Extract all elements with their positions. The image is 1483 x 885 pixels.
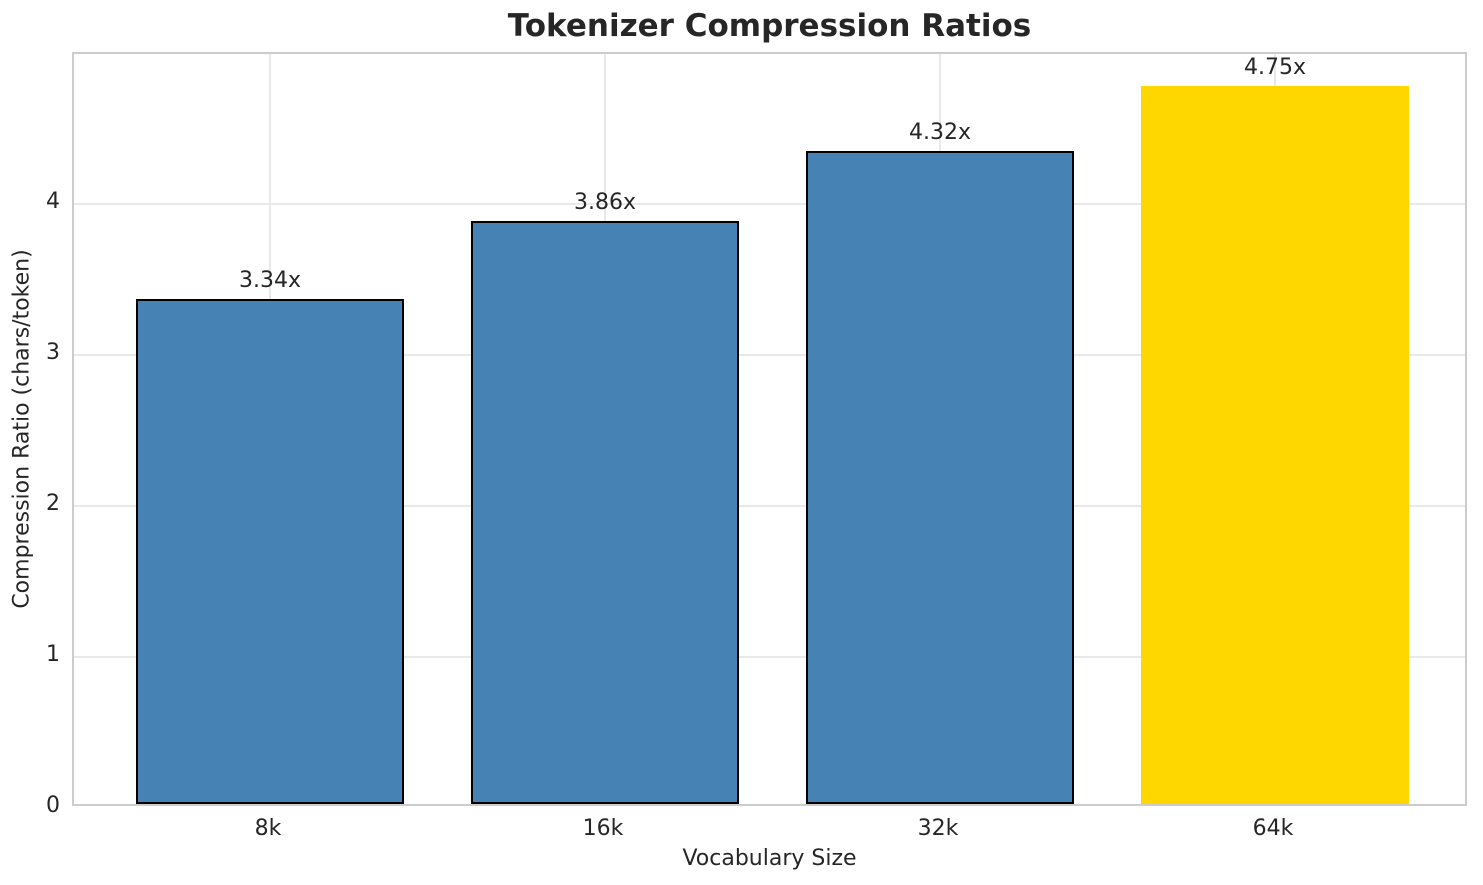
y-tick-label: 4: [46, 188, 60, 214]
bar-value-label: 3.86x: [573, 190, 636, 215]
x-tick-label: 32k: [917, 816, 959, 841]
x-tick-label: 8k: [254, 816, 282, 841]
y-tick-label: 3: [46, 339, 60, 365]
plot-area: 3.34x 3.86x 4.32x 4.75x: [72, 52, 1467, 806]
chart-title: Tokenizer Compression Ratios: [507, 8, 1032, 44]
y-axis-label: Compression Ratio (chars/token): [9, 249, 35, 609]
bar-64k: [1141, 86, 1409, 804]
x-tick-label: 64k: [1252, 816, 1294, 841]
x-tick-label: 16k: [582, 816, 624, 841]
bar-value-label: 3.34x: [238, 268, 301, 293]
y-tick-label: 0: [46, 793, 60, 818]
bar-value-label: 4.32x: [908, 120, 971, 145]
y-tick-label: 1: [46, 641, 60, 667]
y-gridline: [74, 655, 1465, 658]
y-tick-label: 2: [46, 490, 60, 516]
bar-value-label: 4.75x: [1243, 55, 1306, 80]
bar-32k: [806, 151, 1074, 804]
y-gridline: [74, 504, 1465, 507]
x-axis-label: Vocabulary Size: [682, 846, 857, 871]
bar-16k: [471, 221, 739, 804]
y-gridline: [74, 353, 1465, 356]
bar-8k: [136, 299, 404, 804]
y-gridline: [74, 202, 1465, 205]
